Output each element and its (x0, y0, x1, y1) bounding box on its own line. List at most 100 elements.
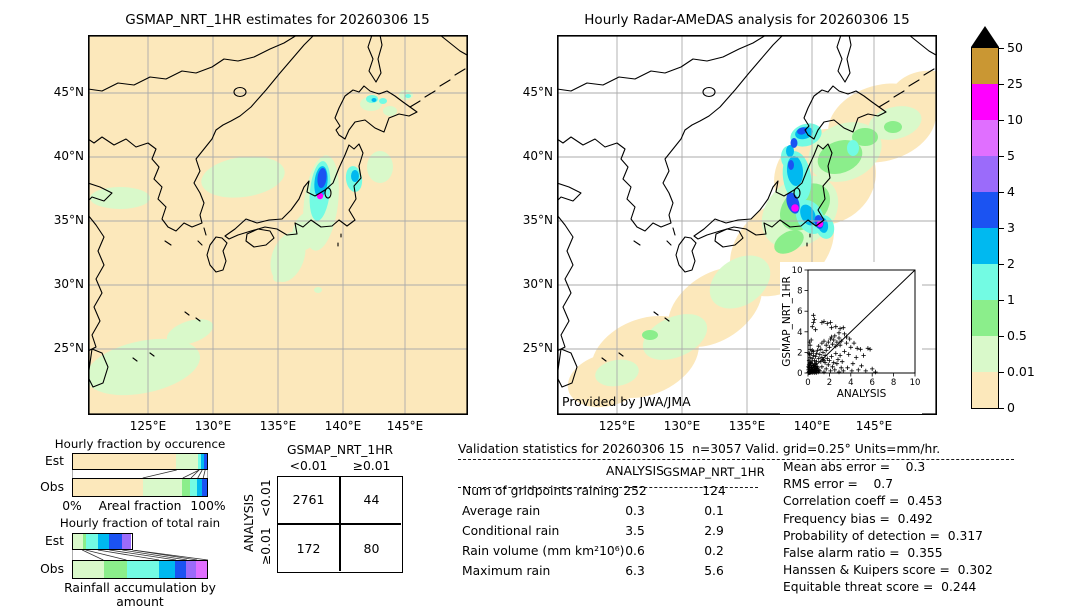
colorbar-tick-label: 3 (1007, 220, 1015, 235)
gsmap-map (88, 35, 468, 415)
validation-col-gsmap: GSMAP_NRT_1HR (663, 465, 765, 479)
colorbar-tick (999, 408, 1004, 410)
colorbar-segment (972, 156, 998, 192)
score-item: Mean abs error = 0.3 (783, 460, 926, 474)
occurrence-x-tick-100: 100% (190, 499, 226, 513)
contingency-col-title: GSMAP_NRT_1HR (286, 443, 394, 457)
colorbar-overflow-arrow (971, 26, 999, 47)
colorbar-tick-label: 25 (1007, 76, 1023, 91)
contingency-cell-value: 44 (363, 492, 380, 507)
colorbar-tick-label: 0.5 (1007, 328, 1027, 343)
bar-segment (175, 561, 187, 578)
stat-row-label: Rain volume (mm km²10⁶) (462, 544, 625, 558)
map-credit: Provided by JWA/JMA (562, 394, 691, 409)
stat-value-analysis: 6.3 (625, 564, 645, 578)
radar-rain-overlay (567, 70, 937, 408)
colorbar-tick (999, 336, 1004, 338)
score-item: Equitable threat score = 0.244 (783, 580, 977, 595)
occurrence-obs-bar (72, 478, 208, 497)
bar-segment (198, 454, 202, 469)
lon-tick-label: 125°E (129, 419, 167, 433)
bar-segment (73, 534, 83, 549)
bar-segment (121, 534, 132, 549)
svg-text:GSMAP_NRT_1HR: GSMAP_NRT_1HR (781, 276, 793, 367)
score-item: RMS error = 0.7 (783, 477, 894, 492)
colorbar-tick-label: 1 (1007, 292, 1015, 307)
colorbar-tick (999, 120, 1004, 122)
occurrence-chart-title: Hourly fraction by occurence (54, 437, 226, 451)
scatter-inset: 0 0 2 2 4 4 6 6 8 8 10 10 ANALYSIS GSMAP_NRT_1HR (780, 262, 922, 414)
lat-tick-label: 30°N (53, 277, 84, 291)
colorbar-tick (999, 48, 1004, 50)
lon-tick-label: 140°E (324, 419, 362, 433)
colorbar-tick-label: 10 (1007, 112, 1023, 127)
stat-value-gsmap: 124 (702, 484, 726, 498)
colorbar-tick-label: 5 (1007, 148, 1015, 163)
svg-text:0: 0 (797, 369, 802, 379)
bar-segment (126, 561, 159, 578)
svg-text:2: 2 (827, 378, 832, 388)
bar-segment (158, 561, 176, 578)
totalrain-est-label: Est (45, 534, 64, 548)
score-item: Probability of detection = 0.317 (783, 528, 983, 543)
occurrence-obs-label: Obs (40, 480, 64, 494)
totalrain-est-bar (72, 533, 133, 550)
bar-segment (82, 534, 87, 549)
contingency-cell-value: 172 (296, 540, 321, 556)
colorbar-segment (972, 372, 998, 408)
contingency-col-label-lt: <0.01 (289, 459, 328, 473)
svg-text:6: 6 (869, 378, 874, 388)
bar-segment (73, 479, 143, 496)
lat-tick-label: 25°N (53, 341, 84, 355)
validation-col-analysis: ANALYSIS (606, 464, 664, 478)
bar-segment (103, 561, 127, 578)
colorbar-segment (972, 264, 998, 300)
colorbar-segment (972, 300, 998, 336)
contingency-cell-value: 2761 (292, 492, 325, 507)
score-item: Frequency bias = 0.492 (783, 511, 933, 526)
colorbar-segment (972, 336, 998, 372)
totalrain-chart-title: Hourly fraction of total rain (59, 516, 221, 530)
stat-value-analysis: 0.3 (625, 504, 645, 518)
lat-tick-label: 45°N (53, 85, 84, 99)
stat-row-label: Maximum rain (462, 564, 551, 578)
stat-value-gsmap: 0.1 (704, 504, 724, 518)
lon-tick-label: 135°E (728, 419, 766, 433)
bar-segment (202, 479, 207, 496)
stat-row-label: Conditional rain (462, 524, 560, 538)
lat-tick-label: 25°N (522, 341, 553, 355)
contingency-row-label-lt: <0.01 (259, 479, 273, 517)
totalrain-obs-bar (72, 560, 208, 579)
bar-segment (196, 479, 203, 496)
bar-segment (186, 561, 197, 578)
bar-segment (190, 479, 197, 496)
totalrain-caption: Rainfall accumulation by amount (64, 581, 216, 609)
svg-text:6: 6 (797, 307, 802, 317)
lon-tick-label: 130°E (194, 419, 232, 433)
colorbar-tick-label: 50 (1007, 40, 1023, 55)
svg-text:ANALYSIS: ANALYSIS (837, 388, 887, 400)
colorbar-tick (999, 372, 1004, 374)
colorbar-tick (999, 156, 1004, 158)
bar-segment (86, 534, 98, 549)
svg-text:10: 10 (792, 266, 803, 276)
stat-value-analysis: 0.6 (625, 544, 645, 558)
score-item: False alarm ratio = 0.355 (783, 546, 943, 560)
contingency-col-label-ge: ≥0.01 (352, 459, 391, 473)
bar-segment (73, 454, 177, 469)
stat-value-analysis: 252 (623, 484, 647, 498)
svg-text:8: 8 (797, 287, 802, 297)
bar-segment (73, 561, 104, 578)
validation-title: Validation statistics for 20260306 15 n=… (458, 442, 941, 456)
colorbar-segment (972, 228, 998, 264)
bar-segment (204, 454, 207, 469)
lat-tick-label: 40°N (53, 149, 84, 163)
lat-tick-label: 35°N (53, 213, 84, 227)
stat-value-analysis: 3.5 (625, 524, 645, 538)
stat-value-gsmap: 2.9 (704, 524, 724, 538)
lon-tick-label: 135°E (259, 419, 297, 433)
dashed-rule-top (458, 459, 1014, 460)
bar-segment (142, 479, 183, 496)
lon-tick-label: 130°E (663, 419, 701, 433)
